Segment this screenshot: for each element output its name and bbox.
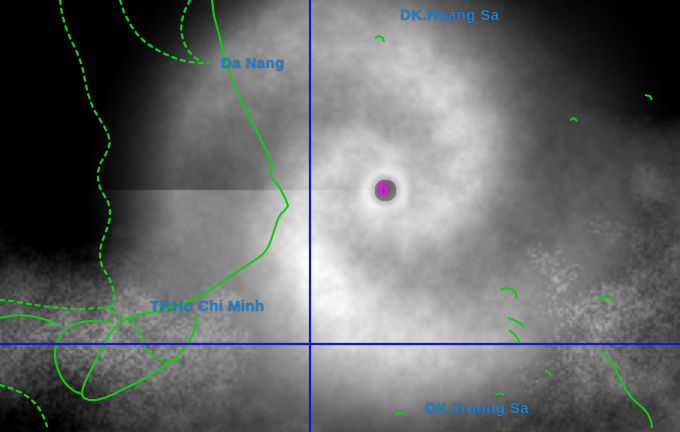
map-label-dk-truong-sa: DK.Truong Sa [425, 400, 529, 417]
map-label-tp-ho-chi-minh: TP.Ho Chi Minh [150, 298, 265, 315]
map-label-dk-hoang-sa: DK.Hoang Sa [400, 7, 500, 24]
tropical-cyclone-center-marker: 6 [378, 176, 389, 200]
map-label-da-nang: Da Nang [221, 55, 285, 72]
